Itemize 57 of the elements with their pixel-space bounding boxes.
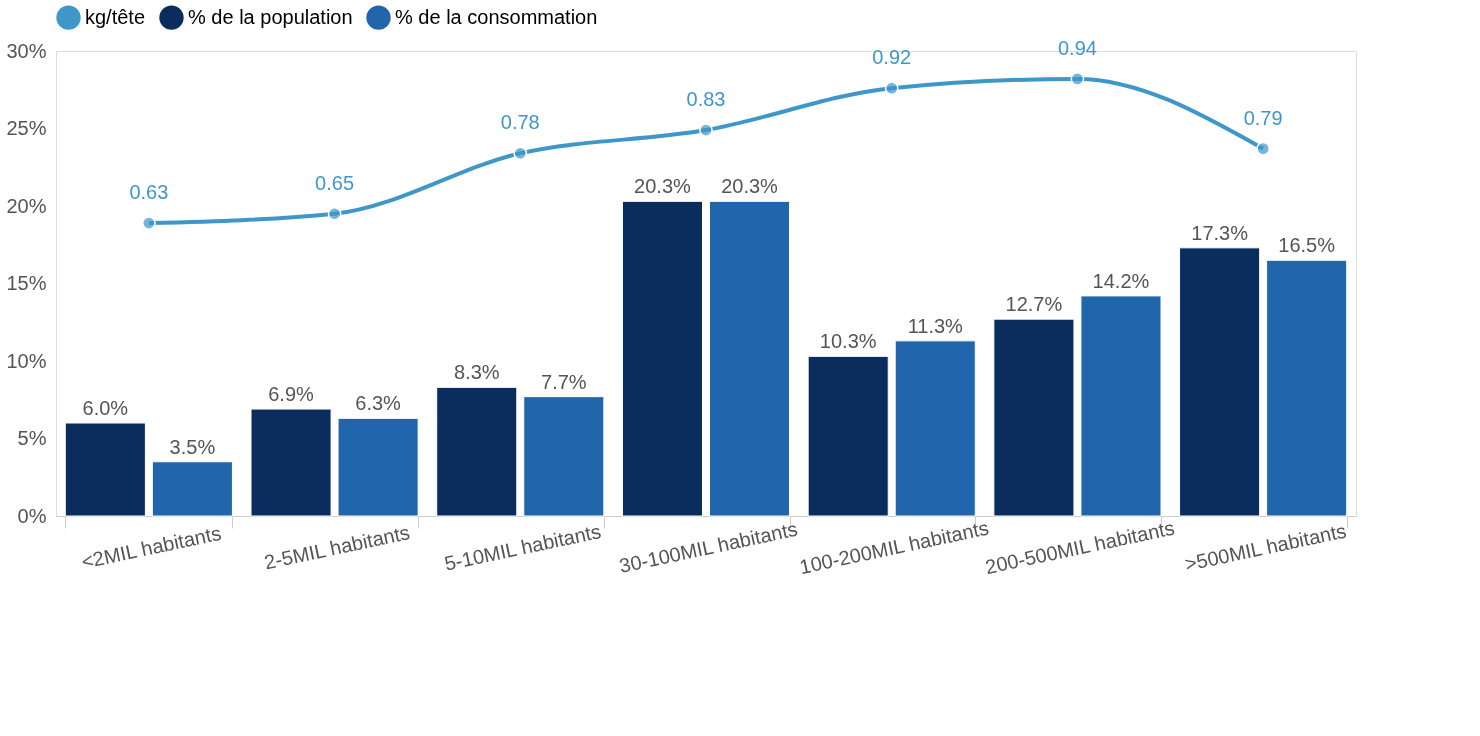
data-label: 3.5% <box>169 435 216 458</box>
y-tick-label: 30% <box>6 39 47 62</box>
bar <box>993 318 1075 517</box>
data-label: 12.7% <box>1005 293 1063 316</box>
data-label: 20.3% <box>634 175 692 198</box>
point <box>884 81 899 96</box>
x-tick-label: 2-5MIL habitants <box>262 521 412 574</box>
x-tick-label: 30-100MIL habitants <box>617 517 800 577</box>
point <box>699 123 713 137</box>
legend-label: kg/tête <box>85 5 146 28</box>
bar <box>807 355 889 517</box>
bar <box>894 340 976 517</box>
data-label: 0.92 <box>872 46 912 69</box>
x-tick-label: >500MIL habitants <box>1182 519 1349 576</box>
data-label: 10.3% <box>819 330 877 353</box>
y-tick-label: 0% <box>17 504 47 527</box>
bar <box>1080 295 1162 517</box>
data-label: 0.65 <box>315 171 355 194</box>
bar <box>708 200 791 517</box>
point <box>327 206 342 221</box>
bar <box>523 396 605 517</box>
x-tick-label: <2MIL habitants <box>79 521 224 573</box>
y-tick-label: 10% <box>6 349 47 372</box>
data-label: 0.79 <box>1243 106 1283 129</box>
legend-label: % de la consommation <box>395 5 598 28</box>
x-tick-label: 5-10MIL habitants <box>442 519 603 575</box>
data-label: 20.3% <box>721 175 779 198</box>
point <box>1256 141 1271 156</box>
bar <box>250 408 332 517</box>
data-label: 0.78 <box>500 111 540 134</box>
y-tick-label: 25% <box>6 117 47 139</box>
bar <box>1179 247 1261 517</box>
data-label: 6.3% <box>355 392 402 415</box>
legend-label: % de la population <box>188 5 353 28</box>
data-label: 0.94 <box>1057 36 1097 59</box>
data-label: 7.7% <box>541 370 587 393</box>
y-tick-label: 20% <box>6 194 47 217</box>
data-label: 0.63 <box>129 181 169 204</box>
data-label: 14.2% <box>1092 269 1150 292</box>
data-label: 16.5% <box>1278 234 1336 257</box>
data-label: 6.0% <box>82 397 129 419</box>
bar <box>151 461 233 517</box>
bar <box>436 386 518 517</box>
data-label: 6.9% <box>268 383 315 406</box>
y-tick-label: 5% <box>17 427 47 449</box>
point <box>141 216 156 230</box>
y-tick-label: 15% <box>6 272 47 294</box>
data-label: 17.3% <box>1191 221 1249 244</box>
bar <box>337 417 419 517</box>
data-label: 11.3% <box>907 314 964 337</box>
data-label: 8.3% <box>453 361 500 384</box>
bar <box>64 422 146 517</box>
data-label: 0.83 <box>686 88 726 111</box>
bar <box>1266 259 1348 517</box>
point <box>513 146 528 161</box>
point <box>1070 72 1085 86</box>
bar <box>621 200 704 517</box>
